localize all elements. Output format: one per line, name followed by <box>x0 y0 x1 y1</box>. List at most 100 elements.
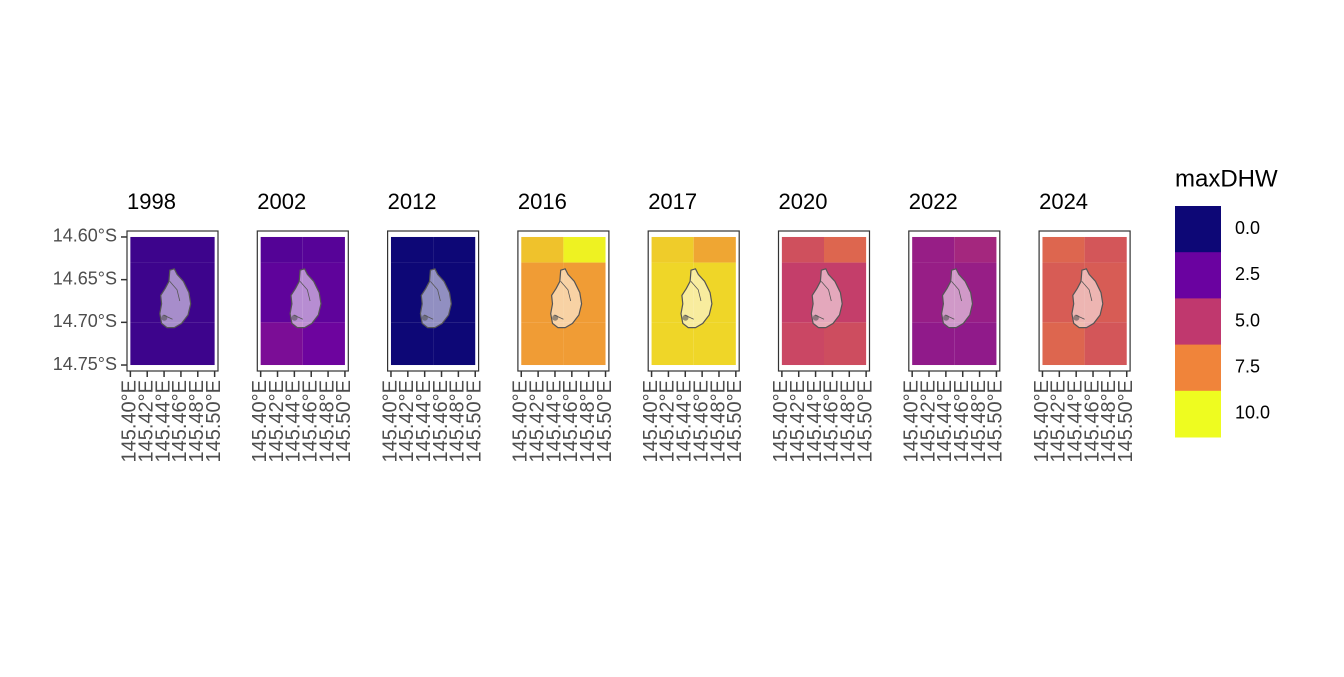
raster-cell <box>521 236 564 263</box>
panel-border <box>126 230 219 372</box>
raster-cell <box>390 322 434 366</box>
x-tick-label: 145.42°E <box>526 380 548 463</box>
x-tick-label: 145.48°E <box>186 380 208 463</box>
raster-cell <box>302 322 345 366</box>
legend-label: 10.0 <box>1235 403 1270 423</box>
raster-cell <box>1084 236 1127 263</box>
x-tick-label: 145.40°E <box>510 380 532 463</box>
x-tick-label: 145.50°E <box>203 380 225 463</box>
x-tick-label: 145.46°E <box>300 380 322 463</box>
raster-cell <box>781 322 824 366</box>
islet <box>291 314 298 321</box>
x-tick-label: 145.40°E <box>770 380 792 463</box>
islet <box>943 314 950 321</box>
island <box>550 268 583 329</box>
raster-cell <box>954 322 997 366</box>
legend-label: 5.0 <box>1235 310 1260 330</box>
x-tick-label: 145.42°E <box>917 380 939 463</box>
x-tick-label: 145.46°E <box>821 380 843 463</box>
x-tick-label: 145.40°E <box>119 380 141 463</box>
panel-border <box>1038 230 1131 372</box>
x-tick-label: 145.48°E <box>707 380 729 463</box>
x-tick-label: 145.48°E <box>447 380 469 463</box>
x-tick-label: 145.46°E <box>430 380 452 463</box>
panel-border <box>256 230 349 372</box>
raster-cell <box>824 236 867 263</box>
panel-border <box>387 230 480 372</box>
raster-cell <box>130 236 173 263</box>
x-tick-label: 145.46°E <box>951 380 973 463</box>
raster-cell <box>1084 322 1127 366</box>
x-tick-label: 145.46°E <box>1081 380 1103 463</box>
raster-cell <box>693 322 736 366</box>
y-tick-label: 14.60°S <box>53 226 117 246</box>
x-tick-label: 145.40°E <box>900 380 922 463</box>
islet <box>682 314 689 321</box>
island <box>159 268 192 329</box>
x-tick-label: 145.50°E <box>333 380 355 463</box>
legend-title: maxDHW <box>1175 165 1278 192</box>
panel-title: 2012 <box>388 189 437 214</box>
x-tick-label: 145.42°E <box>1048 380 1070 463</box>
raster-cell <box>693 236 736 263</box>
x-tick-label: 145.44°E <box>1064 380 1086 463</box>
raster-cell <box>912 236 955 263</box>
island <box>680 268 713 329</box>
islet <box>421 314 428 321</box>
x-tick-label: 145.46°E <box>560 380 582 463</box>
legend-label: 0.0 <box>1235 218 1260 238</box>
x-tick-label: 145.50°E <box>724 380 746 463</box>
x-tick-label: 145.40°E <box>640 380 662 463</box>
raster-cell <box>260 236 303 263</box>
island <box>940 268 974 329</box>
legend-swatch <box>1175 298 1221 346</box>
raster-cell <box>954 236 997 263</box>
x-tick-label: 145.46°E <box>690 380 712 463</box>
panel-border <box>647 230 740 372</box>
legend-swatch <box>1175 390 1221 438</box>
legend-swatch <box>1175 252 1221 299</box>
islet <box>812 314 819 321</box>
legend-label: 7.5 <box>1235 356 1260 376</box>
x-tick-label: 145.40°E <box>249 380 271 463</box>
raster-cell <box>390 236 434 263</box>
x-tick-label: 145.48°E <box>1098 380 1120 463</box>
y-tick-label: 14.65°S <box>53 268 117 288</box>
panel-border <box>777 230 871 372</box>
raster-cell <box>563 322 606 366</box>
x-tick-label: 145.50°E <box>854 380 876 463</box>
x-tick-label: 145.48°E <box>316 380 338 463</box>
x-tick-label: 145.44°E <box>674 380 696 463</box>
panel-border <box>908 230 1001 372</box>
islet <box>552 314 559 321</box>
x-tick-label: 145.40°E <box>379 380 401 463</box>
x-tick-label: 145.50°E <box>464 380 486 463</box>
x-tick-label: 145.44°E <box>152 380 174 463</box>
x-tick-label: 145.44°E <box>283 380 305 463</box>
x-tick-label: 145.44°E <box>543 380 565 463</box>
raster-cell <box>563 236 606 263</box>
x-tick-label: 145.50°E <box>1115 380 1137 463</box>
x-tick-label: 145.42°E <box>787 380 809 463</box>
x-tick-label: 145.50°E <box>594 380 616 463</box>
panel-title: 2020 <box>779 189 828 214</box>
raster-cell <box>172 236 215 263</box>
panel-border <box>517 230 610 372</box>
raster-cell <box>130 322 173 366</box>
raster-cell <box>521 322 564 366</box>
panel-title: 2002 <box>257 189 306 214</box>
islet <box>161 314 168 321</box>
raster-cell <box>824 322 867 366</box>
x-tick-label: 145.42°E <box>396 380 418 463</box>
x-tick-label: 145.42°E <box>266 380 288 463</box>
panel-title: 2017 <box>648 189 697 214</box>
island <box>419 268 452 329</box>
x-tick-label: 145.40°E <box>1031 380 1053 463</box>
island <box>810 268 843 329</box>
raster-cell <box>781 236 824 263</box>
x-tick-label: 145.44°E <box>413 380 435 463</box>
raster-cell <box>433 236 476 263</box>
panel-title: 1998 <box>127 189 176 214</box>
raster-cell <box>651 236 694 263</box>
